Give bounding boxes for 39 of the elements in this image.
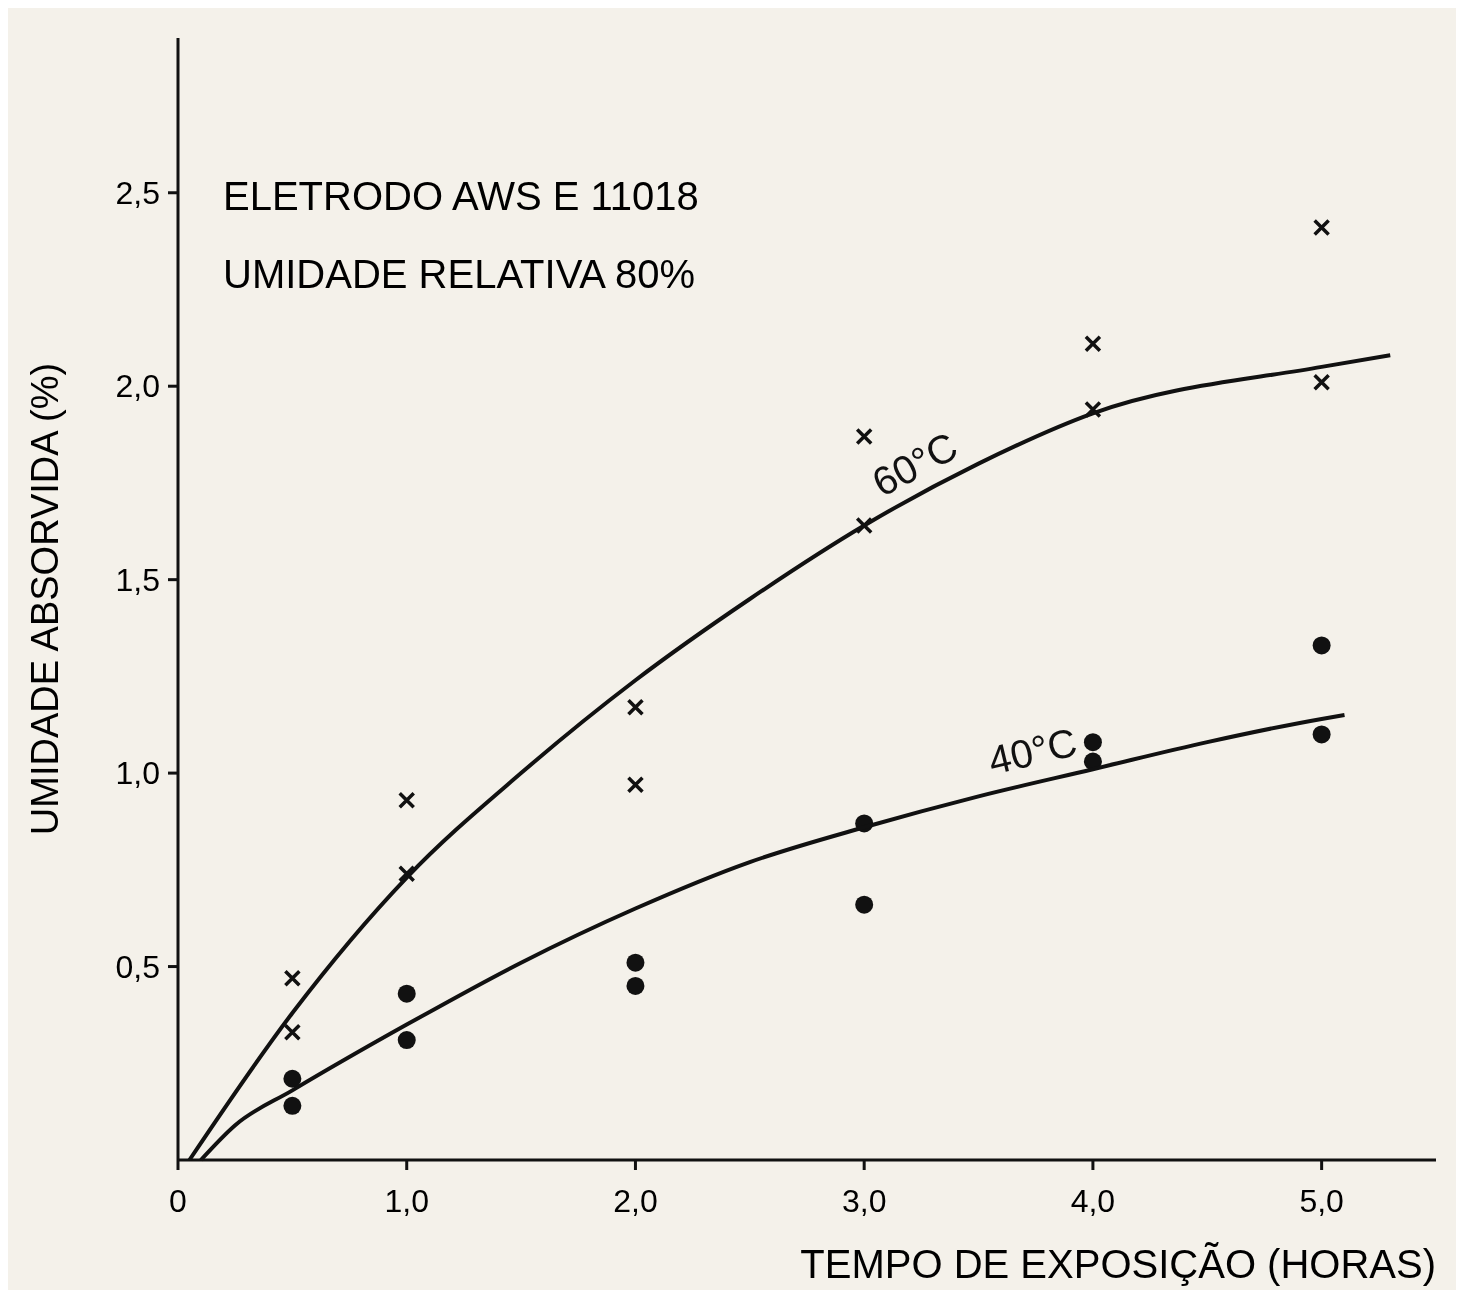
point [397, 984, 416, 1003]
x-tick-label: 5,0 [1299, 1183, 1344, 1219]
point [283, 969, 302, 987]
y-tick-label: 1,5 [115, 561, 160, 598]
point [283, 1069, 302, 1088]
point [855, 427, 873, 446]
annotation: UMIDADE RELATIVA 80% [223, 252, 695, 296]
y-axis-title: UMIDADE ABSORVIDA (%) [24, 362, 66, 836]
annotation: ELETRODO AWS E 11018 [223, 174, 699, 218]
point [626, 698, 645, 717]
point [626, 775, 645, 794]
point [626, 953, 645, 972]
point [283, 1023, 302, 1042]
point [626, 976, 645, 995]
point [1312, 218, 1331, 237]
x-tick-label: 4,0 [1070, 1183, 1116, 1219]
point [1084, 334, 1102, 353]
point [397, 864, 416, 883]
point [1084, 400, 1102, 419]
y-tick-label: 2,0 [115, 368, 160, 405]
point [1312, 725, 1331, 744]
x-tick-label: 2,0 [613, 1183, 658, 1219]
y-tick-label: 1,0 [115, 755, 160, 792]
text: 40°C [983, 719, 1082, 783]
point [1312, 373, 1331, 392]
x-tick-label: 0 [169, 1183, 187, 1219]
point [1312, 636, 1331, 655]
y-tick-label: 2,5 [115, 174, 160, 211]
point [283, 1096, 302, 1115]
x-axis-title: TEMPO DE EXPOSIÇÃO (HORAS) [800, 1242, 1436, 1286]
point [397, 791, 416, 809]
point [855, 895, 874, 914]
x-tick-label: 1,0 [384, 1183, 429, 1219]
point [1083, 733, 1102, 752]
x-tick-label: 3,0 [841, 1183, 887, 1219]
y-tick-label: 0,5 [115, 948, 160, 985]
point [855, 516, 873, 535]
text: 60°C [864, 423, 965, 505]
point [397, 1031, 416, 1050]
